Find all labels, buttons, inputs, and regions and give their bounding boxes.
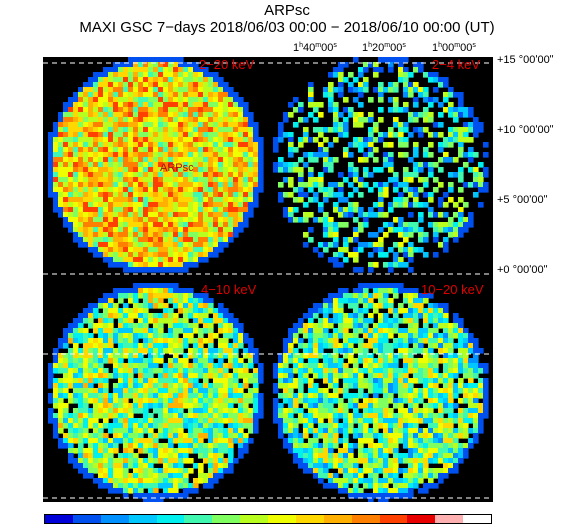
color-scale-bar xyxy=(44,514,492,524)
color-scale-step xyxy=(268,515,296,523)
color-scale-step xyxy=(323,515,352,523)
observation-subtitle: MAXI GSC 7−days 2018/06/03 00:00 − 2018/… xyxy=(79,19,495,36)
color-scale-step xyxy=(128,515,157,523)
color-scale-step xyxy=(45,515,73,523)
panel-4-10kev xyxy=(43,278,268,502)
panel-label-10-20kev: 10−20 keV xyxy=(421,282,484,297)
source-label: ARPsc xyxy=(160,162,194,174)
dec-label-1: +15 °00ʹ00ʺ xyxy=(497,54,554,66)
color-scale-step xyxy=(407,515,436,523)
sky-map xyxy=(268,57,493,275)
color-scale-step xyxy=(184,515,213,523)
color-scale-step xyxy=(295,515,324,523)
color-scale-step xyxy=(463,515,491,523)
panel-label-2-20kev: 2−20 keV xyxy=(199,57,255,72)
color-scale-step xyxy=(156,515,185,523)
panel-10-20kev xyxy=(268,278,493,502)
dec-label-4: +0 °00ʹ00ʺ xyxy=(497,264,548,276)
dec-label-2: +10 °00ʹ00ʺ xyxy=(497,124,554,136)
sky-map xyxy=(43,57,268,275)
color-scale-step xyxy=(240,515,268,523)
color-scale-step xyxy=(100,515,129,523)
color-scale-step xyxy=(351,515,380,523)
color-scale-step xyxy=(212,515,241,523)
color-scale-step xyxy=(72,515,101,523)
panel-label-2-4kev: 2−4 keV xyxy=(432,57,481,72)
ra-label-1: 1h40m00s xyxy=(293,42,337,54)
sky-map xyxy=(43,283,268,502)
image-title: ARPsc xyxy=(264,2,310,19)
sky-map xyxy=(268,283,493,502)
panel-2-4kev xyxy=(268,57,493,278)
color-scale-step xyxy=(435,515,464,523)
color-scale-step xyxy=(379,515,408,523)
ra-label-3: 1h00m00s xyxy=(432,42,476,54)
dec-label-3: +5 °00ʹ00ʺ xyxy=(497,194,548,206)
panel-label-4-10kev: 4−10 keV xyxy=(201,282,257,297)
ra-label-2: 1h20m00s xyxy=(362,42,406,54)
panel-2-20kev xyxy=(43,57,268,278)
